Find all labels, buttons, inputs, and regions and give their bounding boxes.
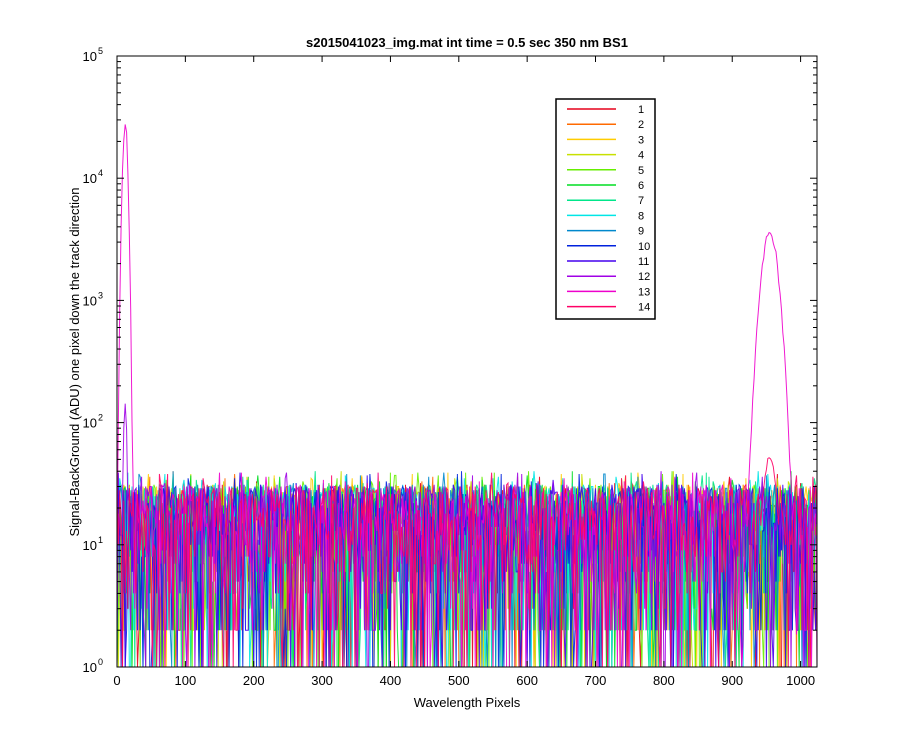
y-tick-label: 10	[83, 293, 97, 308]
x-tick-label: 300	[311, 673, 333, 688]
x-tick-label: 800	[653, 673, 675, 688]
y-axis-label: Signal-BackGround (ADU) one pixel down t…	[67, 187, 82, 536]
legend-label-7: 7	[638, 195, 644, 207]
x-tick-label: 700	[585, 673, 607, 688]
legend-label-6: 6	[638, 180, 644, 192]
y-tick-label: 10	[83, 49, 97, 64]
x-tick-label: 500	[448, 673, 470, 688]
legend-label-13: 13	[638, 286, 650, 298]
y-tick-label: 10	[83, 538, 97, 553]
legend-label-11: 11	[638, 256, 649, 268]
legend-label-8: 8	[638, 210, 644, 222]
x-tick-label: 600	[516, 673, 538, 688]
y-tick-label-exponent: 0	[98, 657, 103, 667]
y-tick-label-exponent: 2	[98, 413, 103, 423]
y-tick-label-exponent: 5	[98, 46, 103, 56]
x-axis-label: Wavelength Pixels	[414, 695, 521, 710]
y-tick-label-exponent: 3	[98, 290, 103, 300]
legend-label-9: 9	[638, 226, 644, 238]
axes-box	[116, 55, 818, 668]
x-tick-label: 400	[380, 673, 402, 688]
legend-label-12: 12	[638, 271, 650, 283]
x-tick-label: 1000	[786, 673, 815, 688]
legend-label-4: 4	[638, 150, 644, 162]
data-lines	[117, 124, 817, 667]
legend-label-14: 14	[638, 302, 650, 314]
legend-label-3: 3	[638, 134, 644, 146]
series-line-13	[117, 124, 817, 667]
legend-label-1: 1	[638, 104, 644, 116]
legend-label-5: 5	[638, 165, 644, 177]
x-tick-label: 100	[175, 673, 197, 688]
x-tick-label: 900	[721, 673, 743, 688]
x-tick-label: 0	[113, 673, 120, 688]
legend-box	[555, 98, 656, 320]
legend-label-10: 10	[638, 241, 650, 253]
series-line-12	[117, 403, 817, 667]
y-tick-label: 10	[83, 416, 97, 431]
x-tick-label: 200	[243, 673, 265, 688]
y-tick-label-exponent: 4	[98, 168, 103, 178]
y-tick-label: 10	[83, 660, 97, 675]
legend-label-2: 2	[638, 119, 644, 131]
y-tick-label: 10	[83, 171, 97, 186]
y-tick-label-exponent: 1	[98, 535, 103, 545]
series-line-14	[117, 457, 817, 667]
chart-title: s2015041023_img.mat int time = 0.5 sec 3…	[306, 35, 628, 50]
